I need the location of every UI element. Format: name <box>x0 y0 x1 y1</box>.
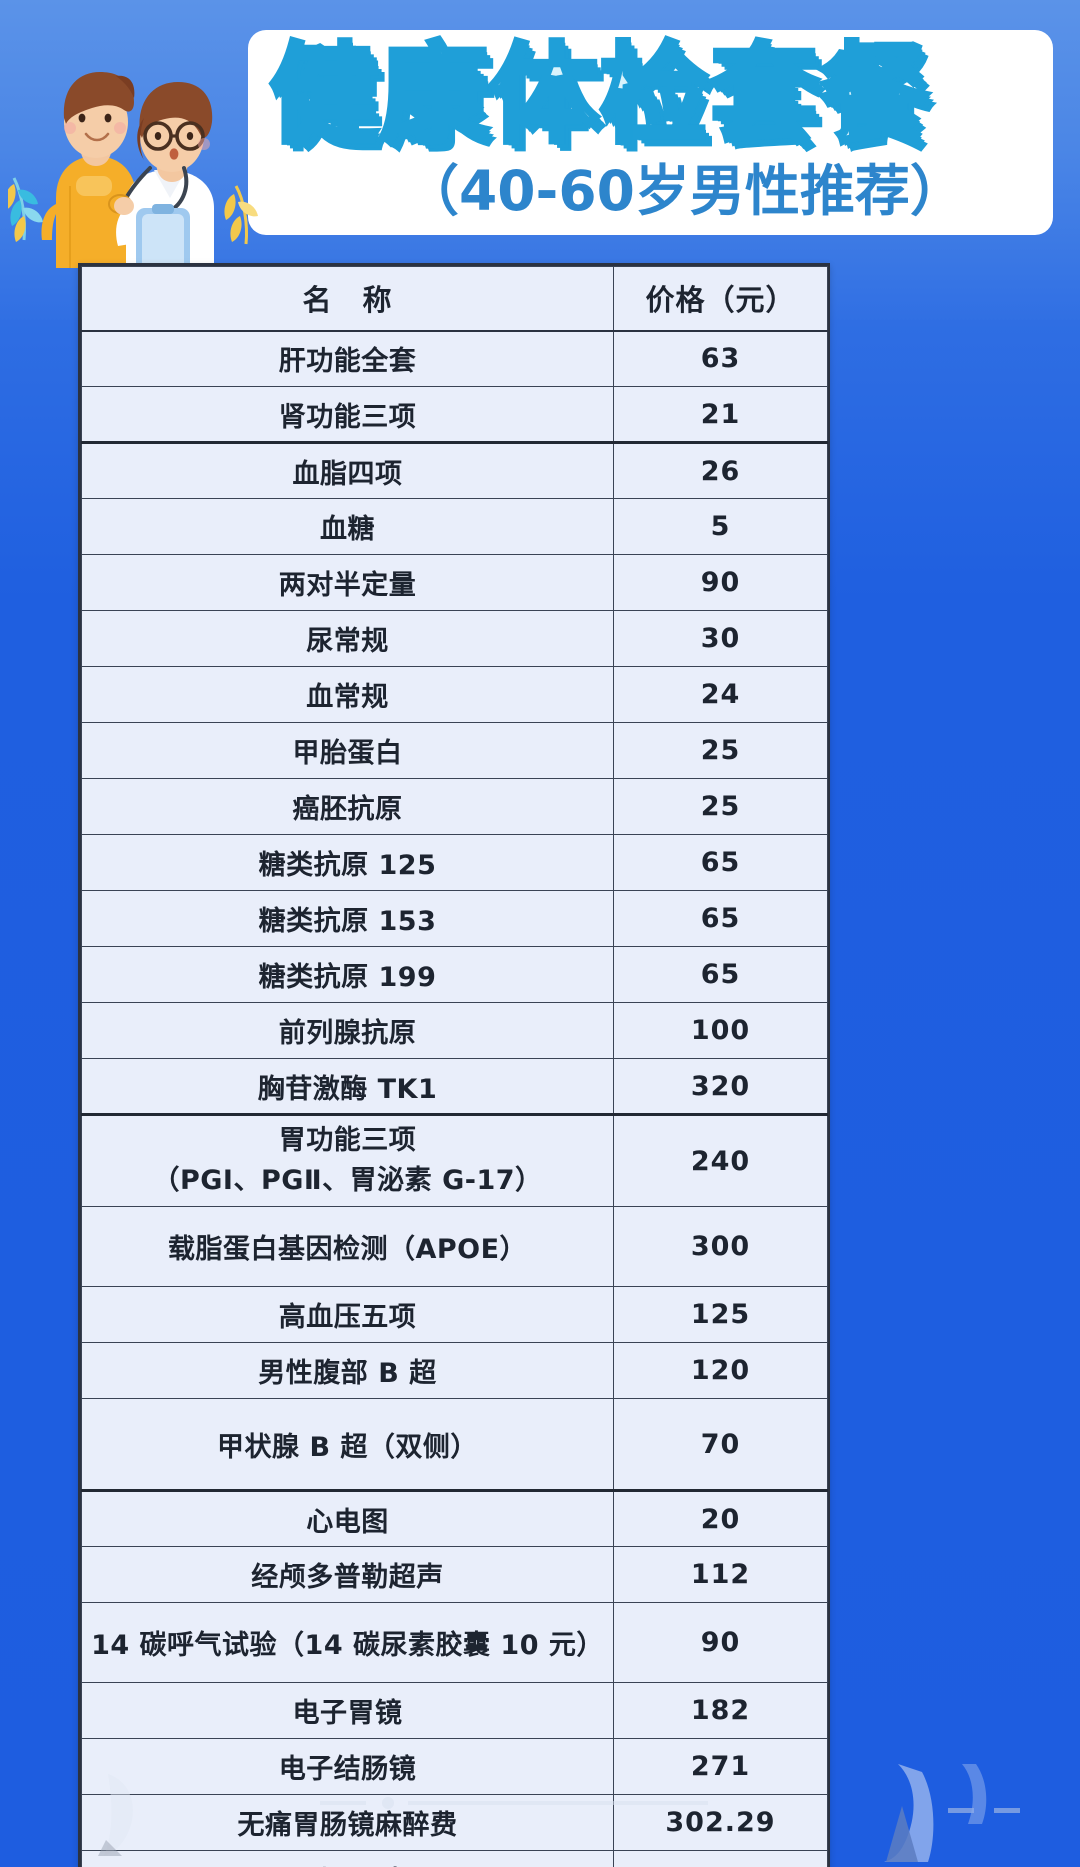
item-name-cell: 癌胚抗原 <box>81 778 614 835</box>
column-header-price: 价格（元） <box>613 266 828 332</box>
item-name-cell: 肾功能三项 <box>81 386 614 443</box>
doctor-and-patient-illustration <box>8 72 258 268</box>
item-price-cell: 90 <box>613 554 828 611</box>
clipboard-icon <box>136 204 190 268</box>
table-row: 尿常规 30 <box>81 610 828 667</box>
item-price-cell: 240 <box>613 1113 828 1207</box>
item-price-cell: 21 <box>613 386 828 443</box>
health-checkup-price-table: 名 称 价格（元） 肝功能全套 63 肾功能三项 21 血脂四项 26 血糖 5 两对半定量 90… <box>81 266 828 1867</box>
item-price-cell: 5 <box>613 498 828 555</box>
item-name-cell: 糖类抗原 125 <box>81 834 614 891</box>
item-price-cell: 24 <box>613 666 828 723</box>
table-row: 无痛胃肠镜麻醉费 302.29 <box>81 1794 828 1851</box>
item-price-cell: 300 <box>613 1206 828 1287</box>
item-price-cell: 70 <box>613 1398 828 1491</box>
table-header-row: 名 称 价格（元） <box>81 266 828 332</box>
item-name-line-2: （PGⅠ、PGⅡ、胃泌素 G-17） <box>152 1165 543 1196</box>
item-name-cell: 尿常规 <box>81 610 614 667</box>
table-row: 载脂蛋白基因检测（APOE） 300 <box>81 1206 828 1287</box>
item-price-cell: 100 <box>613 1002 828 1059</box>
table-row: 糖类抗原 125 65 <box>81 834 828 891</box>
table-row: 14 碳呼气试验（14 碳尿素胶囊 10 元） 90 <box>81 1602 828 1683</box>
table-row: 血脂四项 26 <box>81 441 828 499</box>
table-row: 双肺心平扫260 <box>81 1850 828 1867</box>
item-name-cell: 血脂四项 <box>81 441 614 499</box>
item-name-cell: 血糖 <box>81 498 614 555</box>
table-row: 经颅多普勒超声 112 <box>81 1546 828 1603</box>
item-price-cell: 65 <box>613 834 828 891</box>
doctor-figure <box>108 82 214 268</box>
item-name-cell: 糖类抗原 153 <box>81 890 614 947</box>
item-name-cell: 电子胃镜 <box>81 1682 614 1739</box>
item-price-cell: 125 <box>613 1286 828 1343</box>
price-table-container: 名 称 价格（元） 肝功能全套 63 肾功能三项 21 血脂四项 26 血糖 5 两对半定量 90… <box>78 263 830 1867</box>
item-price-cell: 271 <box>613 1738 828 1795</box>
table-row: 胸苷激酶 TK1 320 <box>81 1058 828 1115</box>
item-name-cell: 双肺心平扫 <box>81 1850 614 1867</box>
item-price-cell: 182 <box>613 1682 828 1739</box>
item-price-cell: 90 <box>613 1602 828 1683</box>
item-name-cell: 胸苷激酶 TK1 <box>81 1058 614 1115</box>
table-row: 电子胃镜 182 <box>81 1682 828 1739</box>
item-price-cell: 25 <box>613 722 828 779</box>
page-subtitle: （40-60岁男性推荐） <box>404 159 965 223</box>
item-price-cell: 302.29 <box>613 1794 828 1851</box>
item-price-cell: 112 <box>613 1546 828 1603</box>
page-title: 健康体检套餐 <box>268 33 931 158</box>
table-row: 甲胎蛋白 25 <box>81 722 828 779</box>
item-name-cell: 经颅多普勒超声 <box>81 1546 614 1603</box>
leaf-decoration-right <box>224 185 258 245</box>
item-name-line-1: 胃功能三项 <box>278 1125 417 1156</box>
table-row: 甲状腺 B 超（双侧） 70 <box>81 1398 828 1491</box>
patient-figure <box>41 72 136 268</box>
item-name-cell: 血常规 <box>81 666 614 723</box>
item-price-cell: 65 <box>613 946 828 1003</box>
item-name-cell: 肝功能全套 <box>81 330 614 387</box>
item-name-cell: 前列腺抗原 <box>81 1002 614 1059</box>
column-header-name: 名 称 <box>81 266 614 332</box>
table-row: 心电图 20 <box>81 1489 828 1547</box>
item-name-cell: 14 碳呼气试验（14 碳尿素胶囊 10 元） <box>81 1602 614 1683</box>
item-name-cell: 男性腹部 B 超 <box>81 1342 614 1399</box>
item-price-cell: 120 <box>613 1342 828 1399</box>
item-name-cell: 电子结肠镜 <box>81 1738 614 1795</box>
table-head: 名 称 价格（元） <box>81 266 828 332</box>
item-name-cell: 甲胎蛋白 <box>81 722 614 779</box>
item-price-cell: 26 <box>613 441 828 499</box>
table-row: 糖类抗原 153 65 <box>81 890 828 947</box>
item-name-cell: 甲状腺 B 超（双侧） <box>81 1398 614 1491</box>
item-name-cell: 两对半定量 <box>81 554 614 611</box>
table-row: 肝功能全套 63 <box>81 330 828 387</box>
table-row: 血常规 24 <box>81 666 828 723</box>
leaf-decoration-left <box>8 177 43 242</box>
table-row: 血糖 5 <box>81 498 828 555</box>
item-price-cell: 320 <box>613 1058 828 1115</box>
table-row: 癌胚抗原 25 <box>81 778 828 835</box>
item-price-cell: 65 <box>613 890 828 947</box>
table-row: 胃功能三项 （PGⅠ、PGⅡ、胃泌素 G-17） 240 <box>81 1113 828 1207</box>
table-body: 肝功能全套 63 肾功能三项 21 血脂四项 26 血糖 5 两对半定量 90 尿常规 30 血常规 24… <box>81 330 828 1867</box>
item-name-cell: 心电图 <box>81 1489 614 1547</box>
table-row: 男性腹部 B 超 120 <box>81 1342 828 1399</box>
item-price-cell: 20 <box>613 1489 828 1547</box>
table-row: 糖类抗原 199 65 <box>81 946 828 1003</box>
item-name-cell: 载脂蛋白基因检测（APOE） <box>81 1206 614 1287</box>
table-row: 肾功能三项 21 <box>81 386 828 443</box>
item-price-cell: 63 <box>613 330 828 387</box>
item-name-cell: 高血压五项 <box>81 1286 614 1343</box>
table-row: 前列腺抗原 100 <box>81 1002 828 1059</box>
title-card <box>248 30 1053 235</box>
item-price-cell: 25 <box>613 778 828 835</box>
item-price-cell: 260 <box>613 1850 828 1867</box>
item-price-cell: 30 <box>613 610 828 667</box>
table-row: 两对半定量 90 <box>81 554 828 611</box>
item-name-cell: 胃功能三项 （PGⅠ、PGⅡ、胃泌素 G-17） <box>81 1113 614 1207</box>
table-row: 高血压五项 125 <box>81 1286 828 1343</box>
table-row: 电子结肠镜 271 <box>81 1738 828 1795</box>
item-name-cell: 糖类抗原 199 <box>81 946 614 1003</box>
item-name-cell: 无痛胃肠镜麻醉费 <box>81 1794 614 1851</box>
